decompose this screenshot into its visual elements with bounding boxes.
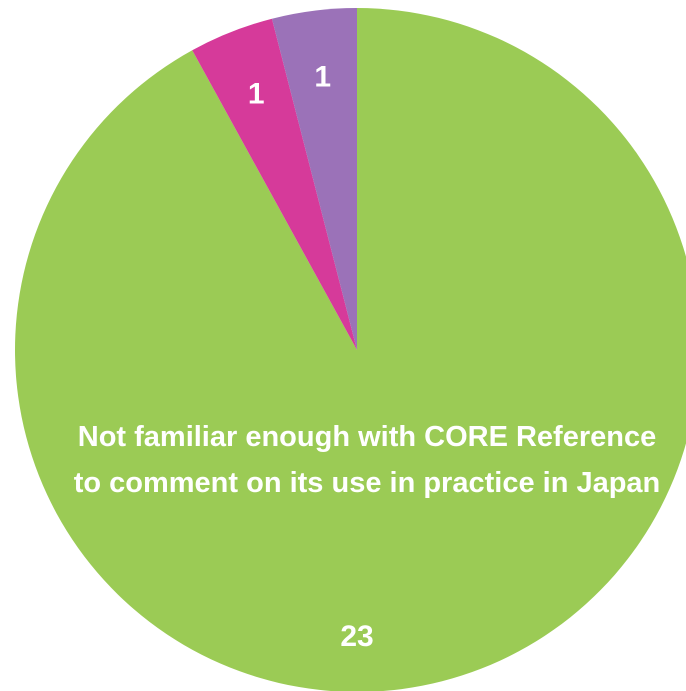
slice bbox=[192, 18, 357, 350]
value-label: 1 bbox=[314, 60, 331, 93]
slice-label: Not familiar enough with CORE Reference … bbox=[73, 421, 661, 499]
slice bbox=[271, 8, 357, 350]
value-label: 23 bbox=[340, 620, 373, 653]
slice bbox=[15, 8, 686, 691]
value-label: 1 bbox=[248, 78, 265, 111]
